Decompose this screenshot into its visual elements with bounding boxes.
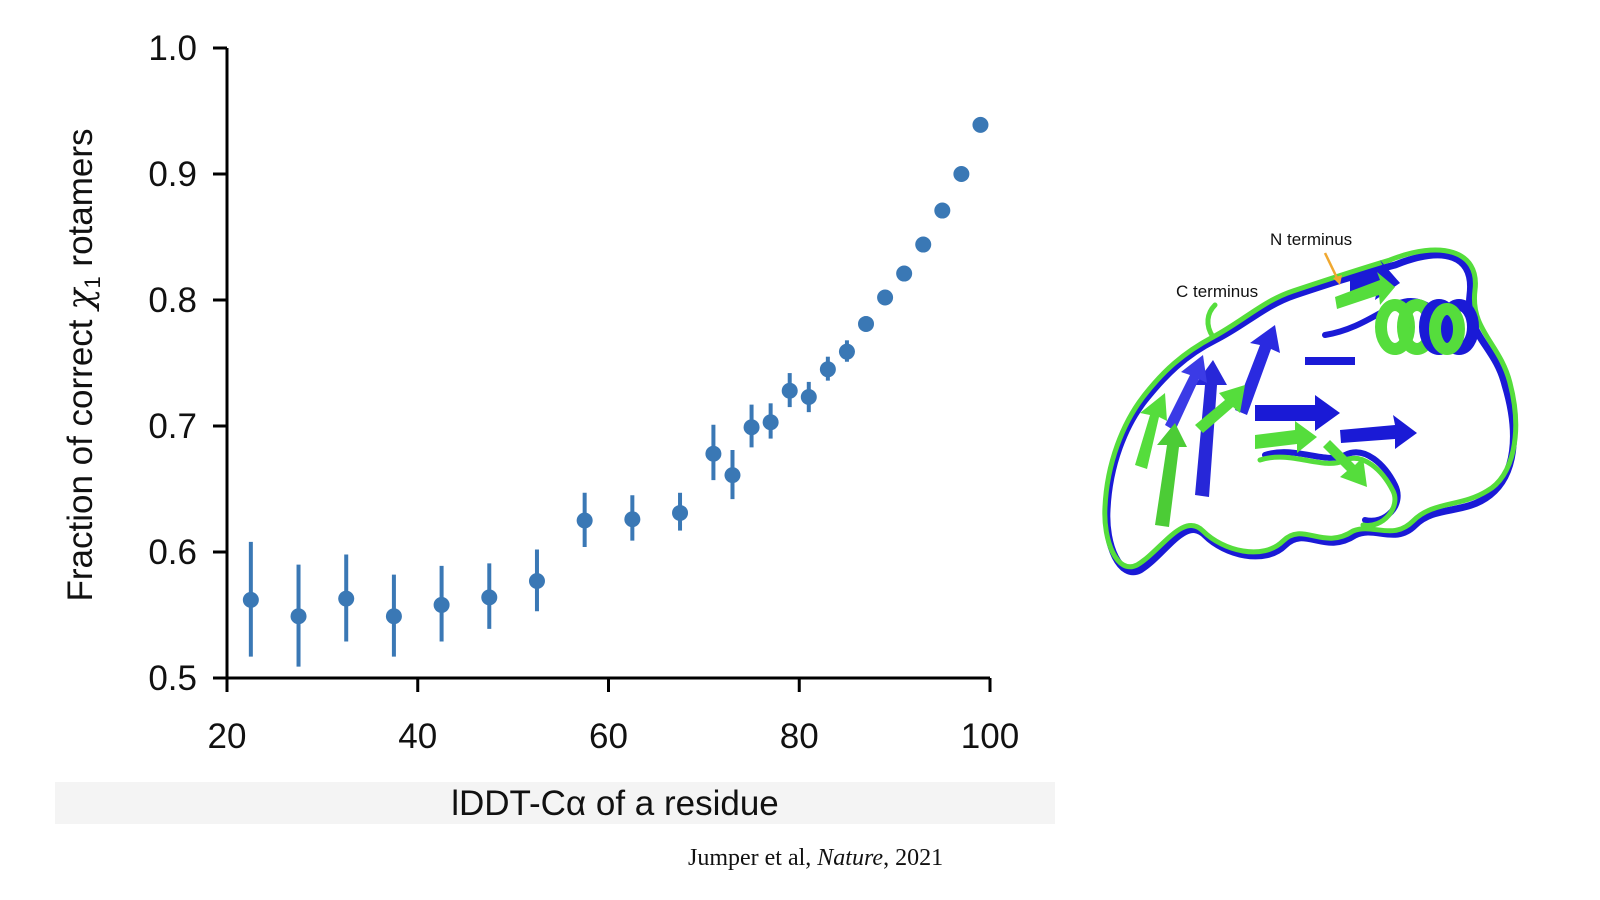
y-tick-label: 0.7 — [148, 407, 197, 446]
y-tick-label: 0.8 — [148, 281, 197, 320]
data-point — [781, 382, 798, 399]
data-point — [724, 467, 741, 484]
x-tick-label: 40 — [398, 717, 437, 756]
prediction-c-tail — [1205, 302, 1218, 340]
data-point — [915, 236, 932, 253]
y-axis-label-chi: χ — [61, 287, 101, 313]
y-axis-label: Fraction of correct χ1 rotamers — [61, 128, 105, 601]
citation-journal: Nature — [817, 845, 884, 871]
prediction-backbone — [1102, 247, 1519, 570]
prediction-strand-6 — [1195, 385, 1245, 433]
n-terminus-arrow — [1323, 252, 1340, 281]
data-point — [576, 512, 593, 529]
svg-text:Fraction of correct χ1 rotamer: Fraction of correct χ1 rotamers — [61, 128, 105, 601]
citation-year: , 2021 — [883, 845, 944, 871]
y-axis-label-text-2: rotamers — [61, 128, 100, 276]
data-point — [762, 414, 779, 431]
y-tick-label: 0.5 — [148, 659, 197, 698]
experiment-strand-4 — [1255, 395, 1340, 431]
data-point — [838, 343, 855, 360]
citation-authors: Jumper et al, — [688, 845, 818, 871]
experiment-backbone — [1103, 251, 1517, 576]
c-terminus-label: C terminus — [1176, 282, 1259, 301]
y-tick-label: 1.0 — [148, 29, 197, 68]
prediction-strand-5 — [1255, 421, 1317, 453]
experiment-strand-2 — [1235, 325, 1280, 415]
prediction-loop-2 — [1257, 454, 1398, 528]
data-point — [338, 590, 355, 607]
data-point — [481, 589, 498, 606]
data-point — [528, 572, 545, 589]
prediction-strand-2 — [1135, 393, 1167, 469]
data-point — [800, 389, 817, 406]
x-tick-label: 80 — [780, 717, 819, 756]
data-point — [705, 445, 722, 462]
prediction-strand-4 — [1323, 440, 1367, 487]
y-axis-label-text-1: Fraction of correct — [61, 310, 100, 602]
prediction-strand-3 — [1155, 423, 1187, 527]
x-tick-label: 20 — [208, 717, 247, 756]
x-axis-label-text-1: lDDT-C — [451, 784, 566, 823]
x-tick-label: 60 — [589, 717, 628, 756]
data-point — [953, 166, 970, 182]
data-point — [819, 361, 836, 378]
experiment-strand-7 — [1305, 357, 1355, 365]
data-point — [896, 265, 913, 282]
data-point — [290, 608, 307, 625]
y-tick-label: 0.6 — [148, 533, 197, 572]
x-axis-label-text-2: of a residue — [586, 784, 779, 823]
experiment-strand-6 — [1165, 355, 1207, 431]
data-point — [672, 504, 689, 521]
n-terminus-arrowhead — [1333, 275, 1342, 285]
x-axis-label: lDDT-Cα of a residue — [55, 784, 1175, 824]
citation: Jumper et al, Nature, 2021 — [688, 845, 943, 872]
protein-structure-image — [1102, 247, 1519, 576]
chart-axes — [225, 48, 990, 680]
data-point — [624, 511, 641, 528]
data-point — [743, 419, 760, 436]
data-point — [858, 315, 875, 332]
chart-marks — [242, 116, 989, 667]
data-point — [972, 116, 989, 133]
scatter-chart: 0.5 0.6 0.7 0.8 0.9 1.0 20 40 60 80 100 Fraction o… — [61, 29, 1019, 756]
helix — [1375, 299, 1479, 355]
x-axis-label-alpha: α — [565, 784, 587, 823]
data-point — [934, 202, 951, 219]
y-tick-label: 0.9 — [148, 155, 197, 194]
data-point — [385, 608, 402, 625]
y-axis-label-subscript: 1 — [80, 276, 105, 288]
experiment-strand-5 — [1340, 415, 1417, 449]
x-tick-label: 100 — [961, 717, 1019, 756]
prediction-strand-1 — [1335, 272, 1395, 309]
data-point — [242, 591, 259, 608]
n-terminus-label: N terminus — [1270, 230, 1353, 249]
experiment-strand-3 — [1195, 360, 1227, 497]
data-point — [877, 289, 894, 306]
data-point — [433, 596, 450, 613]
chart-ticks: 0.5 0.6 0.7 0.8 0.9 1.0 20 40 60 80 100 — [148, 29, 1019, 756]
x-axis-label-background — [55, 782, 1055, 824]
